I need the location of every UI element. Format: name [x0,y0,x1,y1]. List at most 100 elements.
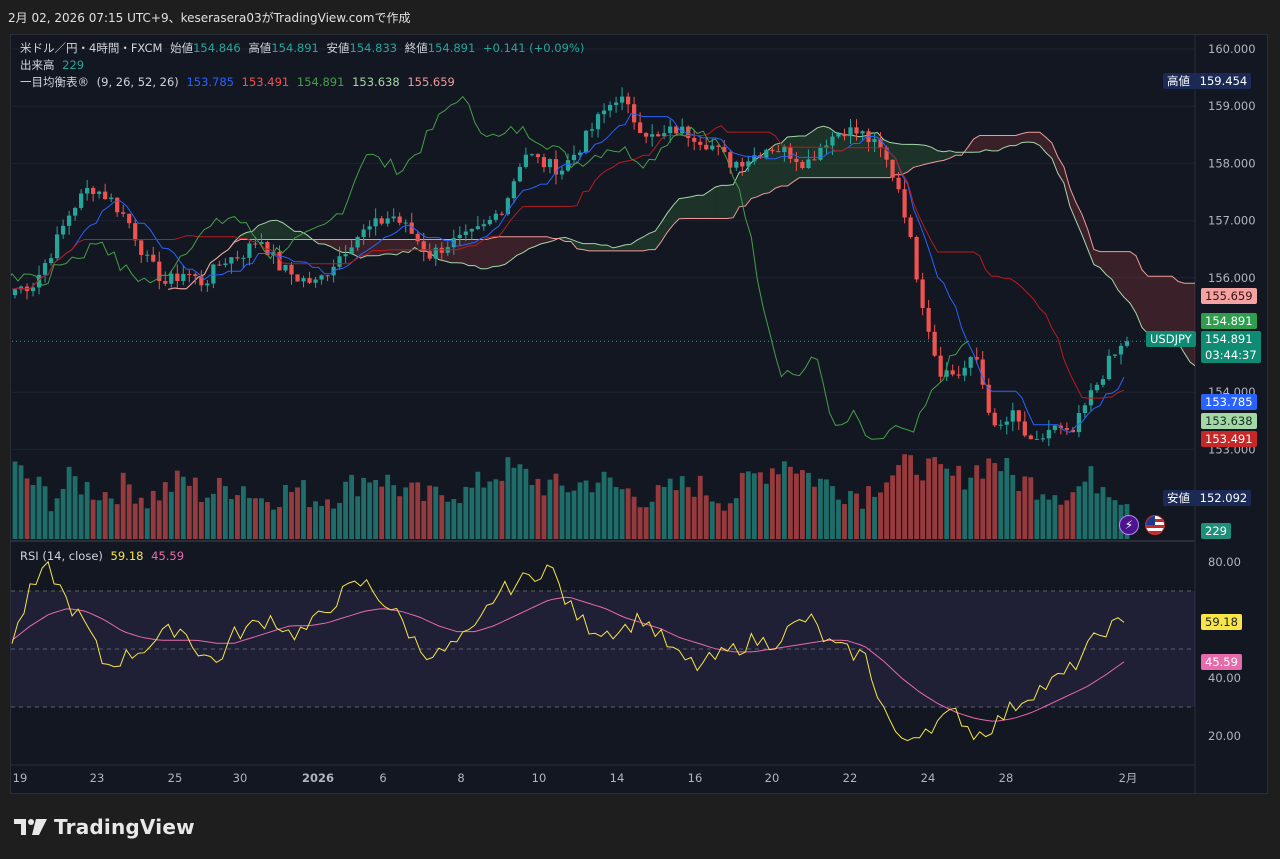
lightning-icon[interactable]: ⚡ [1119,515,1139,535]
time-tick-label: 28 [999,771,1014,785]
candle-body [30,287,36,292]
cloud-segment [931,147,938,163]
rsi-ma-value: 45.59 [151,549,185,563]
volume-bar [974,465,980,539]
cloud-segment [1039,132,1046,153]
close-value: 154.891 [427,41,476,55]
cloud-segment [516,236,523,256]
cloud-segment [318,239,325,245]
volume-bar [385,474,391,539]
volume-bar [30,485,36,539]
candle-body [1064,428,1069,430]
candle-body [752,155,757,162]
candle-body [229,257,234,264]
cloud-segment [997,135,1004,151]
candle-body [1124,341,1130,346]
rsi-legend[interactable]: RSI (14, close) 59.18 45.59 [20,549,188,563]
candle-body [499,213,504,215]
volume-bar [132,503,138,539]
volume-bar [295,487,300,539]
volume-bar [144,508,150,539]
us-flag-icon[interactable] [1145,515,1165,535]
candle-body [950,370,955,375]
rsi-line [11,560,1125,742]
candle-body [770,149,775,152]
candle-body [265,242,270,256]
volume-bar [908,455,914,539]
volume-bar [625,488,631,539]
candle-body [998,424,1003,426]
candle-body [722,146,727,153]
candle-body [487,219,492,225]
candle-body [289,264,294,275]
cloud-segment [985,135,992,151]
cloud-segment [937,150,944,162]
candle-body [1028,435,1033,440]
cloud-segment [751,158,758,199]
ichimoku-lines [11,95,1195,440]
time-tick-label: 8 [457,771,464,785]
change-value: +0.141 (+0.09%) [482,41,585,55]
volume-bar [192,477,198,539]
cloud-segment [769,144,776,193]
price-tick-label: 157.000 [1208,214,1256,228]
ichimoku-legend[interactable]: 一目均衡表® (9, 26, 52, 26) 153.785 153.491 1… [20,74,459,90]
tradingview-wordmark: TradingView [54,815,195,839]
candle-body [373,218,378,227]
volume-bar [84,481,90,539]
volume-bar [848,491,853,539]
volume-bar [66,466,72,539]
volume-bar [349,474,355,539]
candle-body [313,279,318,283]
volume-bar [697,475,703,539]
candle-body [848,127,853,137]
volume-bar [54,498,60,539]
volume-legend[interactable]: 出来高 229 [20,57,88,73]
volume-bar [234,495,240,539]
volume-bar [397,496,403,539]
candle-body [433,247,438,259]
cloud-segment [1003,135,1010,148]
symbol-name[interactable]: 米ドル／円・4時間・FXCM [20,41,163,55]
cloud-segment [715,185,722,219]
candle-body [481,224,486,227]
volume-bar [547,479,553,539]
time-tick-label: 2026 [302,771,334,785]
price-tick-label: 158.000 [1208,156,1256,170]
span-b-tag: 155.659 [1201,288,1257,304]
candle-body [800,162,805,169]
cloud-segment [1105,251,1112,280]
candle-body [728,152,733,168]
candle-body [656,134,661,137]
cloud-segment [1268,283,1274,395]
volume-bar [1112,500,1118,539]
volume-bar [301,480,306,539]
symbol-legend[interactable]: 米ドル／円・4時間・FXCM 始値154.846 高値154.891 安値154… [20,40,588,56]
price-tick-label: 159.000 [1208,99,1256,113]
volume-bar [673,490,679,539]
cloud-segment [727,184,734,219]
candle-body [601,110,607,115]
tenkan-tag: 153.785 [1201,394,1257,410]
candle-body [872,139,877,143]
volume-bar [589,492,595,539]
candle-body [710,145,715,150]
tradingview-logo[interactable]: TradingView [14,814,195,840]
volume-bar [198,501,204,539]
cloud-segment [336,239,343,253]
cloud-segment [1015,133,1022,146]
cloud-segment [1136,255,1143,328]
volume-bar [733,498,739,539]
candle-body [397,216,402,223]
candle-body [517,166,523,182]
cloud-segment [504,236,511,265]
candle-body [782,146,787,153]
volume-bar [265,502,270,539]
cloud-segment [510,236,517,261]
chart-frame[interactable] [10,34,1268,794]
candle-body [794,158,799,163]
candle-body [902,189,907,218]
volume-bar [210,493,216,539]
cloud-segment [1154,276,1161,335]
